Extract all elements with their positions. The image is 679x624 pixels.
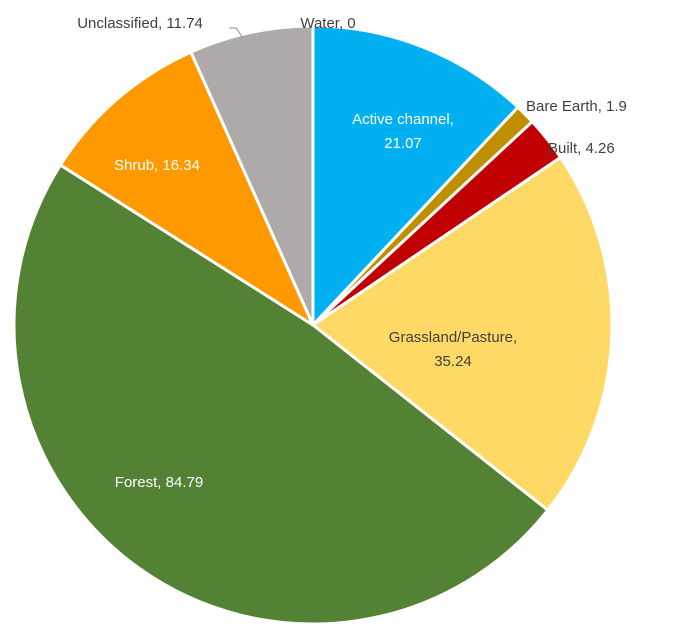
slice-shrub bbox=[58, 50, 315, 327]
data-label-grassland-pasture: Grassland/Pasture, 35.24 bbox=[389, 329, 517, 370]
data-label-bare-earth: Bare Earth, 1.9 bbox=[526, 98, 627, 115]
pie-slices bbox=[12, 24, 614, 624]
slice-unclassified bbox=[189, 24, 315, 327]
data-label-active-channel: Active channel, 21.07 bbox=[352, 111, 454, 152]
data-labels: Water, 0 Active channel, 21.07 Bare Earth, … bbox=[77, 15, 627, 491]
slice-active-channel bbox=[311, 24, 520, 327]
slice-forest bbox=[12, 163, 550, 624]
leader-line-unclassified bbox=[229, 27, 244, 39]
data-label-forest: Forest, 84.79 bbox=[115, 474, 203, 491]
data-label-built: Built, 4.26 bbox=[548, 140, 615, 157]
data-label-unclassified: Unclassified, 11.74 bbox=[77, 15, 203, 32]
data-label-water: Water, 0 bbox=[300, 15, 355, 32]
data-label-shrub: Shrub, 16.34 bbox=[114, 157, 200, 174]
slice-grassland-pasture bbox=[311, 155, 614, 512]
leader-lines bbox=[229, 27, 244, 39]
